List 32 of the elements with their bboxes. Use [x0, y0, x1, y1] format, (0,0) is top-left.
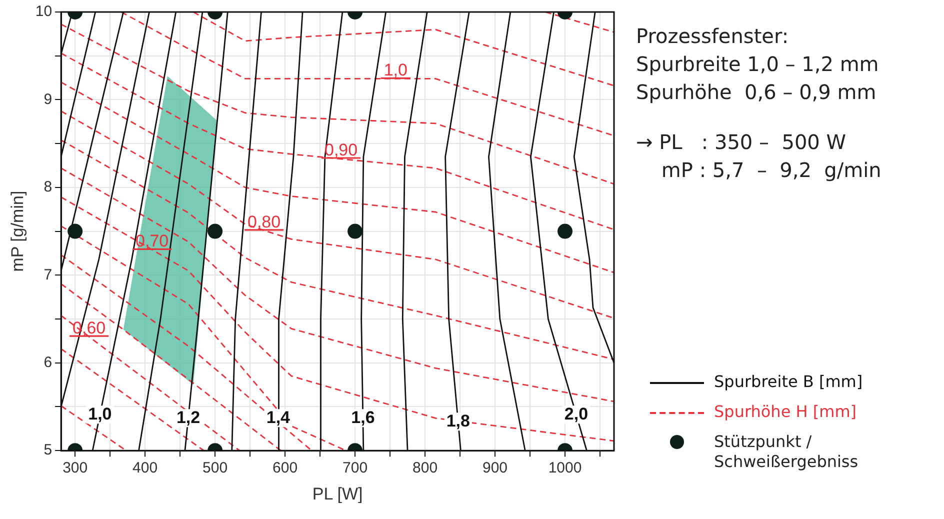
y-tick-label: 5: [44, 442, 52, 459]
y-tick-label: 8: [44, 178, 52, 196]
x-tick-label: 700: [342, 460, 368, 477]
text: mP : 5,7 – 9,2 g/min: [660, 157, 882, 184]
x-tick-label: 400: [132, 460, 158, 477]
annotation: 0,80: [248, 212, 281, 232]
x-tick-label: 500: [202, 460, 228, 477]
annotation: 1,0: [88, 404, 112, 424]
annotation: 1,8: [446, 411, 470, 430]
annotation: 1,2: [176, 408, 200, 427]
annotation: 1,0: [384, 60, 408, 80]
annotation: 2,0: [564, 404, 588, 424]
legend-label: Spurhöhe H [mm]: [714, 402, 857, 422]
text: → PL : 350 – 500 W: [636, 129, 848, 156]
y-tick-label: 7: [44, 266, 52, 284]
x-tick-label: 300: [62, 460, 88, 477]
legend-label: Stützpunkt / Schweißergebniss: [714, 432, 860, 472]
text: Prozessfenster:: [636, 23, 790, 50]
y-axis-title: mP [g/min]: [8, 190, 27, 272]
x-axis-title: PL [W]: [312, 484, 363, 504]
annotation: 1,6: [351, 408, 375, 427]
text: Spurhöhe 0,6 – 0,9 mm: [636, 79, 878, 106]
y-tick-label: 9: [44, 90, 52, 108]
y-tick-label: 6: [44, 354, 52, 372]
annotation: 1,4: [266, 408, 291, 427]
y-tick-label: 10: [35, 3, 52, 20]
text: Spurbreite 1,0 – 1,2 mm: [636, 51, 880, 78]
x-tick-label: 800: [412, 460, 438, 477]
x-tick-label: 1000: [548, 460, 582, 477]
legend-label: Spurbreite B [mm]: [714, 372, 863, 392]
x-tick-label: 600: [272, 460, 298, 477]
x-tick-label: 900: [482, 460, 508, 477]
